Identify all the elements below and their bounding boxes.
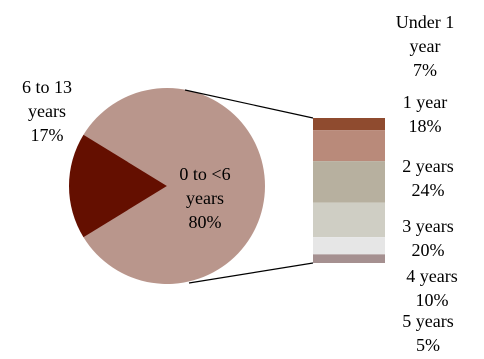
data-label-3-years-line: 3 years	[402, 216, 453, 236]
pie-slice-6-to-13-years	[68, 134, 167, 238]
data-label-6-to-13-years: 6 to 13 years 17%	[22, 77, 72, 145]
data-label-under-1-year: Under 1 year 7%	[396, 12, 454, 80]
data-label-6-to-13-years-line: 17%	[31, 125, 64, 145]
data-label-2-years: 2 years 24%	[402, 156, 453, 200]
data-label-6-to-13-years-line: years	[28, 101, 66, 121]
data-label-1-year: 1 year 18%	[403, 92, 447, 136]
data-label-under-1-year-line: Under 1	[396, 12, 454, 32]
data-label-1-year-line: 18%	[409, 116, 442, 136]
bar-segment-3-years	[313, 202, 385, 238]
bar-segment-4-years	[313, 237, 385, 255]
data-label-4-years-line: 10%	[416, 290, 449, 310]
bar-segment-under-1-year	[313, 118, 385, 131]
data-label-0-to-6-years: 0 to <6 years 80%	[179, 164, 230, 232]
connector-line-top	[184, 89, 314, 119]
data-label-6-to-13-years-line: 6 to 13	[22, 77, 72, 97]
data-label-5-years-line: 5 years	[402, 311, 453, 331]
main-pie	[68, 88, 265, 284]
data-label-0-to-6-years-line: years	[186, 188, 224, 208]
connector-line-bottom	[188, 262, 314, 284]
bar-segment-2-years	[313, 161, 385, 203]
breakdown-stacked-bar	[313, 118, 385, 263]
data-label-5-years: 5 years 5%	[402, 311, 453, 354]
data-label-0-to-6-years-line: 80%	[189, 212, 222, 232]
data-label-5-years-line: 5%	[416, 335, 440, 354]
data-label-2-years-line: 2 years	[402, 156, 453, 176]
data-label-0-to-6-years-line: 0 to <6	[179, 164, 230, 184]
data-label-3-years-line: 20%	[412, 240, 445, 260]
data-label-4-years: 4 years 10%	[406, 266, 457, 310]
data-label-1-year-line: 1 year	[403, 92, 447, 112]
pie-connector-lines	[184, 89, 314, 284]
data-labels: 0 to <6 years 80% 6 to 13 years 17% Under 1 yea…	[22, 12, 458, 355]
data-label-3-years: 3 years 20%	[402, 216, 453, 260]
bar-segment-5-years	[313, 254, 385, 263]
data-label-2-years-line: 24%	[412, 180, 445, 200]
data-label-under-1-year-line: year	[410, 36, 441, 56]
data-label-4-years-line: 4 years	[406, 266, 457, 286]
bar-segment-1-year	[313, 130, 385, 162]
pie-slice-0-to-6-years	[83, 88, 265, 284]
data-label-under-1-year-line: 7%	[413, 60, 437, 80]
